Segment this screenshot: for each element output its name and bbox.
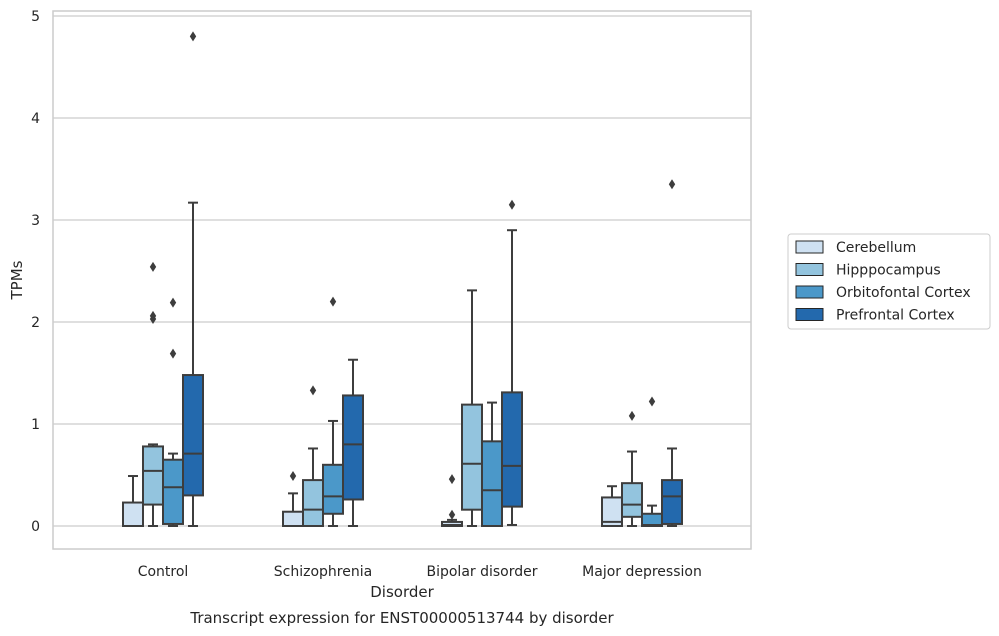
x-tick-label-3: Bipolar disorder [426,564,537,580]
box-body [122,501,144,528]
legend-label-3: Orbitofontal Cortex [836,285,971,301]
legend-swatch-2 [795,263,824,276]
y-tick-label-0: 0 [31,519,40,535]
box-4-2 [342,358,364,527]
box-body [501,391,523,508]
x-tick-labels: Control Schizophrenia Bipolar disorder Majo… [138,564,702,580]
legend-frame [787,233,991,330]
box-body [661,479,683,525]
outlier-1 [309,385,317,396]
y-tick-label-2: 2 [31,315,40,331]
box-2-2 [302,385,324,528]
box-body [481,440,503,527]
legend-swatch-3 [795,285,824,299]
box-1-1 [122,475,144,528]
y-tick-label-1: 1 [31,417,40,433]
box-2-4 [621,410,643,527]
chart-caption: Transcript expression for ENST0000051374… [189,609,614,627]
outlier-1 [169,348,177,359]
outlier-1 [189,31,197,42]
box-body [182,374,204,497]
outlier-1 [648,396,656,407]
y-axis-label: TPMs [8,260,26,300]
legend: Cerebellum Hipppocampus Orbitofontal Corte… [787,233,991,330]
box-body [441,520,463,527]
x-tick-label-2: Schizophrenia [274,564,372,580]
x-axis-label: Disorder [370,583,434,601]
legend-label-2: Hipppocampus [836,263,941,279]
outlier-1 [668,179,676,190]
box-4-3 [501,199,523,526]
legend-label-1: Cerebellum [836,240,916,256]
box-4-4 [661,179,683,527]
box-3-3 [481,401,503,527]
x-tick-label-4: Major depression [582,564,702,580]
y-tick-label-4: 4 [31,111,40,127]
box-body [461,403,483,511]
box-body [322,463,344,515]
outlier-2 [149,310,157,321]
outlier-1 [508,199,516,210]
x-tick-label-1: Control [138,564,189,580]
box-body [162,458,184,525]
outlier-3 [149,261,157,272]
box-body [282,510,304,528]
outlier-1 [329,296,337,307]
box-2-3 [461,289,483,527]
legend-swatch-1 [795,240,824,254]
box-3-1 [162,297,184,527]
y-tick-labels: 0 1 2 3 4 5 [31,9,40,535]
outlier-2 [169,297,177,308]
outlier-2 [448,474,456,485]
outlier-1 [448,509,456,520]
y-tick-label-3: 3 [31,213,40,229]
y-tick-label-5: 5 [31,9,40,25]
box-body [621,482,643,518]
legend-swatch-4 [795,308,824,321]
outlier-1 [289,471,297,482]
box-1-3 [441,474,463,527]
legend-label-4: Prefrontal Cortex [836,308,955,324]
plot-frame [52,10,752,550]
box-body [302,479,324,528]
box-4-1 [182,31,204,527]
box-body [342,394,364,501]
outlier-1 [628,410,636,421]
box-series [122,31,683,528]
box-body [142,445,164,506]
box-1-2 [282,471,304,528]
